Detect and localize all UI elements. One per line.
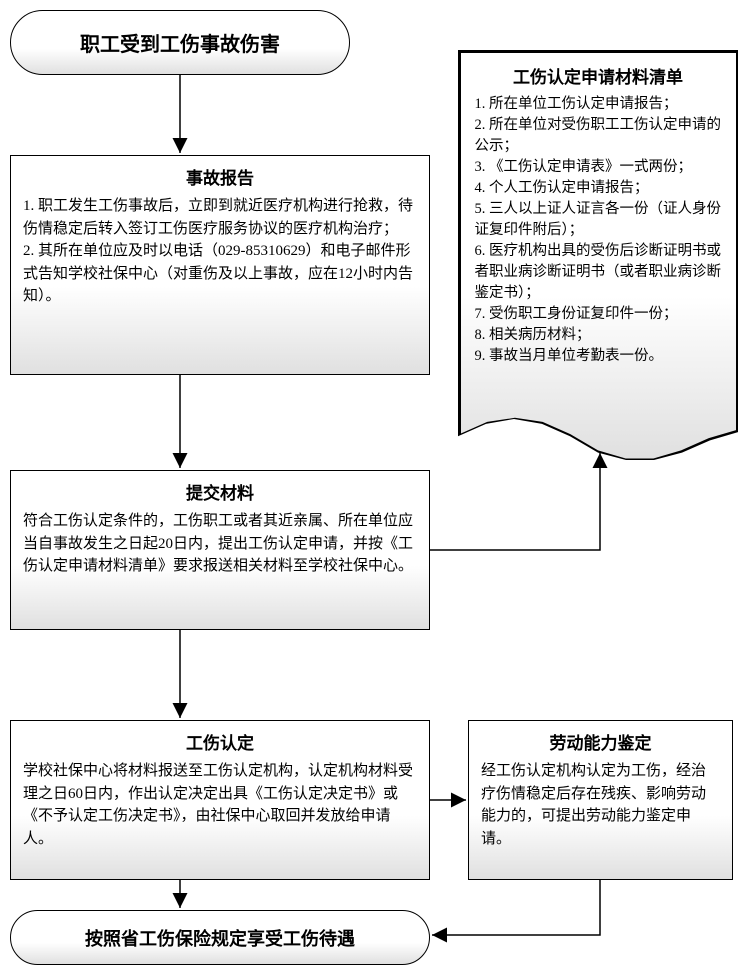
end-node: 按照省工伤保险规定享受工伤待遇 xyxy=(10,910,430,965)
step3-node: 工伤认定 学校社保中心将材料报送至工伤认定机构，认定机构材料受理之日60日内，作… xyxy=(10,720,430,880)
flowchart-canvas: 职工受到工伤事故伤害 工伤认定申请材料清单 1. 所在单位工伤认定申请报告； 2… xyxy=(5,5,748,972)
checklist-body: 1. 所在单位工伤认定申请报告； 2. 所在单位对受伤职工工伤认定申请的公示； … xyxy=(475,94,722,367)
step4-title: 劳动能力鉴定 xyxy=(481,729,720,754)
step1-node: 事故报告 1. 职工发生工伤事故后，立即到就近医疗机构进行抢救，待伤情稳定后转入… xyxy=(10,155,430,375)
step2-title: 提交材料 xyxy=(23,479,417,504)
step4-node: 劳动能力鉴定 经工伤认定机构认定为工伤，经治疗伤情稳定后存在残疾、影响劳动能力的… xyxy=(468,720,733,880)
step3-body: 学校社保中心将材料报送至工伤认定机构，认定机构材料受理之日60日内，作出认定决定… xyxy=(23,760,417,850)
step1-body: 1. 职工发生工伤事故后，立即到就近医疗机构进行抢救，待伤情稳定后转入签订工伤医… xyxy=(23,195,417,308)
checklist-title: 工伤认定申请材料清单 xyxy=(475,63,722,88)
start-label: 职工受到工伤事故伤害 xyxy=(80,28,280,57)
end-label: 按照省工伤保险规定享受工伤待遇 xyxy=(85,925,355,951)
start-node: 职工受到工伤事故伤害 xyxy=(10,10,350,75)
checklist-node: 工伤认定申请材料清单 1. 所在单位工伤认定申请报告； 2. 所在单位对受伤职工… xyxy=(460,52,737,459)
step2-body: 符合工伤认定条件的，工伤职工或者其近亲属、所在单位应当自事故发生之日起20日内，… xyxy=(23,510,417,578)
step3-title: 工伤认定 xyxy=(23,729,417,754)
step1-title: 事故报告 xyxy=(23,164,417,189)
step4-body: 经工伤认定机构认定为工伤，经治疗伤情稳定后存在残疾、影响劳动能力的，可提出劳动能… xyxy=(481,760,720,850)
step2-node: 提交材料 符合工伤认定条件的，工伤职工或者其近亲属、所在单位应当自事故发生之日起… xyxy=(10,470,430,630)
